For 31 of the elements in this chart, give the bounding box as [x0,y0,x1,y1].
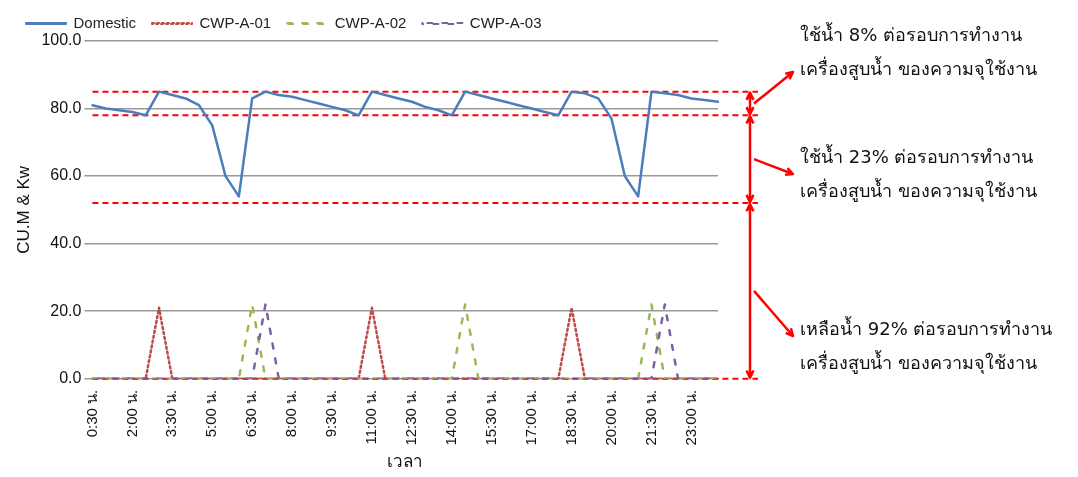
x-tick-label: 12:30 น. [402,389,420,446]
x-tick-label: 5:00 น. [202,389,220,438]
legend-label: CWP-A-03 [469,13,542,31]
legend-label: Domestic [73,13,137,31]
y-tick-label: 20.0 [50,301,82,319]
text: ใช้น้ำ 23% ต่อรอบการทำงาน เครื่องสูบน้ำ ของความจุใช้งาน [800,143,1037,204]
x-tick-label: 20:00 น. [601,389,619,446]
x-tick-label: 11:00 น. [362,389,380,445]
y-tick-label: 60.0 [50,166,82,184]
y-axis-title: CU.M & Kw [13,165,33,254]
x-tick-label: 18:30 น. [561,389,579,446]
y-tick-label: 100.0 [41,31,82,49]
y-tick-label: 40.0 [50,234,82,252]
x-tick-label: 9:30 น. [322,389,340,438]
x-tick-label: 17:00 น. [521,389,539,446]
legend-label: CWP-A-02 [334,13,407,31]
x-tick-label: 15:30 น. [481,389,499,446]
y-tick-label: 80.0 [50,98,82,116]
x-tick-label: 0:30 น. [82,389,100,438]
x-tick-label: 21:30 น. [641,389,659,446]
x-tick-label: 14:00 น. [441,389,459,446]
text: เหลือน้ำ 92% ต่อรอบการทำงาน เครื่องสูบน้ำ ของความจุใช้งาน [800,315,1053,376]
y-tick-label: 0.0 [59,369,82,387]
x-tick-label: 23:00 น. [681,389,699,446]
x-tick-label: 3:30 น. [162,389,180,438]
x-axis-title: เวลา [387,452,424,472]
x-tick-label: 2:00 น. [122,389,140,438]
x-tick-label: 8:00 น. [282,389,300,438]
x-tick-label: 6:30 น. [242,389,260,438]
text: ใช้น้ำ 8% ต่อรอบการทำงาน เครื่องสูบน้ำ ของความจุใช้งาน [800,21,1037,82]
legend-label: CWP-A-01 [199,13,272,31]
